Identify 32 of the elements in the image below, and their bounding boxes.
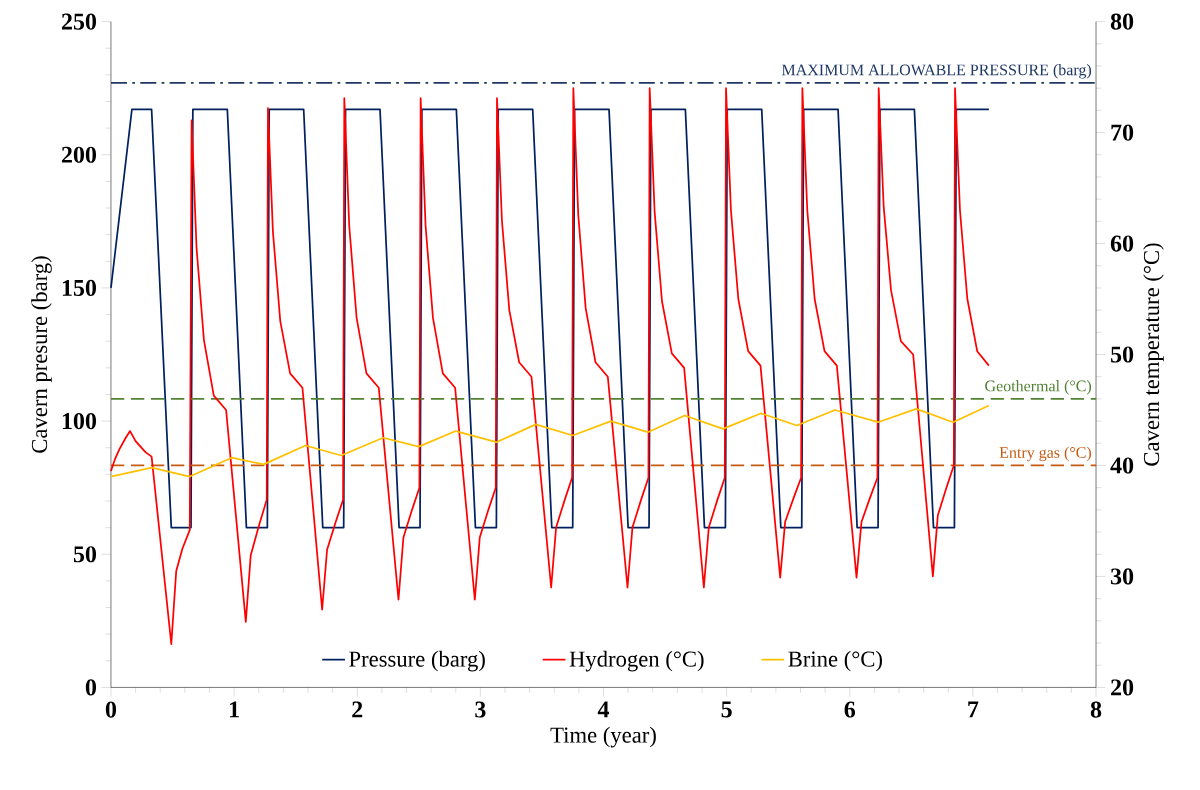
x-axis-title: Time (year) (550, 726, 656, 748)
ref-line-label: Entry gas (°C) (999, 446, 1092, 462)
y2-tick-label: 60 (1110, 235, 1134, 252)
y2-tick-label: 50 (1111, 346, 1134, 363)
y2-axis-title: Cavern temperature (°C) (1143, 243, 1164, 466)
y2-tick-label: 80 (1110, 13, 1134, 30)
y-tick-label: 100 (62, 413, 97, 430)
legend-label: Brine (°C) (788, 650, 882, 672)
x-tick-label: 2 (352, 701, 363, 718)
legend-label: Pressure (barg) (349, 650, 485, 672)
y-axis-title: Cavern presure (barg) (31, 256, 52, 453)
y2-tick-label: 40 (1110, 457, 1134, 474)
line-series (110, 404, 990, 478)
legend-label: Hydrogen (°C) (569, 650, 704, 672)
y-tick-label: 50 (73, 546, 97, 563)
x-tick-label: 3 (475, 701, 486, 718)
x-tick-label: 1 (230, 701, 239, 718)
y2-tick-label: 20 (1111, 679, 1134, 696)
x-tick-label: 7 (968, 701, 979, 718)
y2-tick-label: 30 (1110, 568, 1134, 585)
y-tick-label: 200 (61, 146, 97, 163)
x-tick-label: 6 (844, 701, 856, 718)
y-tick-label: 0 (85, 679, 97, 696)
ref-line-label: Geothermal (°C) (985, 380, 1092, 395)
x-tick-label: 5 (721, 701, 732, 718)
x-tick-label: 8 (1090, 701, 1102, 718)
y-tick-label: 150 (62, 279, 97, 297)
x-tick-label: 4 (597, 701, 610, 718)
ref-line-label: MAXIMUM ALLOWABLE PRESSURE (barg) (781, 64, 1092, 79)
y2-tick-label: 70 (1111, 124, 1134, 141)
y-tick-label: 250 (61, 13, 97, 30)
x-tick-label: 0 (105, 701, 117, 718)
